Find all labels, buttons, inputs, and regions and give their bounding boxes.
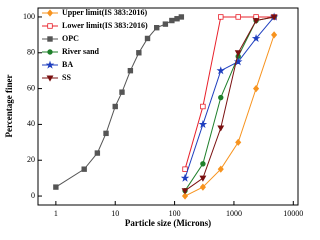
legend-label: Lower limit(IS 383:2016): [62, 21, 148, 30]
x-tick-label: 1000: [226, 209, 242, 218]
data-point: [200, 161, 206, 167]
legend-label: OPC: [62, 34, 79, 43]
data-point: [181, 188, 189, 195]
y-tick-label: 40: [27, 119, 35, 128]
data-point: [235, 14, 241, 20]
data-point: [181, 192, 189, 200]
data-point: [200, 103, 206, 110]
data-point: [271, 31, 278, 39]
data-point: [198, 119, 208, 129]
data-point: [199, 175, 207, 182]
legend-marker: [45, 60, 55, 69]
data-point: [252, 18, 260, 25]
data-point: [218, 14, 224, 20]
data-point: [169, 17, 175, 24]
data-point: [127, 67, 134, 74]
legend-marker: [46, 75, 54, 82]
data-point: [162, 21, 169, 27]
series-line: [184, 16, 275, 179]
series-line: [184, 16, 275, 192]
data-point: [53, 184, 59, 190]
data-point: [234, 50, 242, 57]
y-tick-label: 20: [27, 155, 35, 164]
x-tick-label: 1: [54, 209, 58, 218]
legend-label: River sand: [62, 47, 100, 56]
y-tick-label: 60: [27, 83, 35, 92]
y-axis-label: Percentage finer: [4, 74, 14, 137]
data-point: [178, 14, 185, 20]
data-point: [119, 89, 125, 95]
data-point: [216, 66, 226, 75]
y-tick-label: 80: [27, 48, 35, 57]
data-point: [144, 35, 151, 42]
data-point: [270, 14, 278, 21]
data-point: [251, 33, 261, 43]
data-point: [199, 183, 206, 191]
data-point: [112, 103, 118, 110]
legend-marker: [47, 23, 53, 29]
legend-label: SS: [62, 73, 71, 82]
series-line: [184, 16, 275, 191]
legend-label: Upper limit(IS 383:2016): [62, 8, 148, 17]
series-line: [184, 34, 275, 197]
data-point: [136, 50, 142, 56]
data-point: [154, 24, 160, 31]
legend-marker: [46, 9, 54, 17]
plot-frame: [37, 7, 299, 206]
x-tick-label: 10000: [283, 209, 303, 218]
x-tick-label: 10: [111, 209, 119, 218]
data-point: [94, 150, 101, 156]
chart: Particle size (Microns) Percentage finer…: [4, 7, 303, 228]
y-tick-label: 100: [23, 12, 35, 21]
data-point: [182, 166, 188, 172]
legend-marker: [47, 36, 53, 42]
data-point: [253, 84, 260, 93]
data-point: [180, 173, 190, 182]
data-point: [103, 130, 109, 137]
x-tick-label: 100: [169, 209, 181, 218]
data-point: [218, 94, 224, 101]
x-axis-label: Particle size (Microns): [125, 218, 211, 228]
y-tick-label: 0: [31, 191, 35, 200]
series-line: [184, 16, 275, 170]
legend-label: BA: [62, 60, 73, 69]
data-point: [217, 165, 224, 173]
data-point: [235, 138, 242, 146]
legend-marker: [47, 49, 53, 55]
data-point: [81, 166, 87, 172]
data-point: [217, 125, 225, 132]
